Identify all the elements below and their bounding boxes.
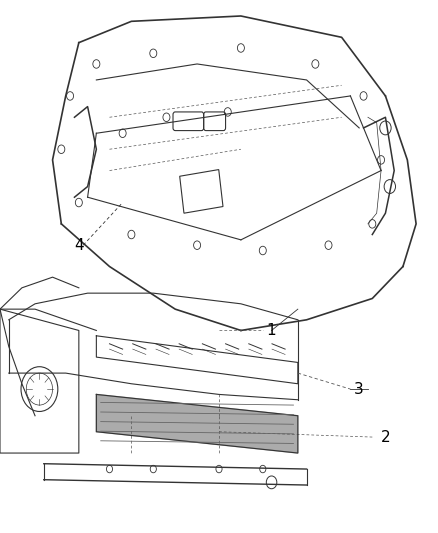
Text: 3: 3	[354, 382, 364, 397]
Text: 1: 1	[267, 323, 276, 338]
Polygon shape	[96, 394, 298, 453]
Bar	[180, 169, 223, 213]
Text: 2: 2	[381, 430, 390, 445]
Text: 4: 4	[74, 238, 84, 253]
